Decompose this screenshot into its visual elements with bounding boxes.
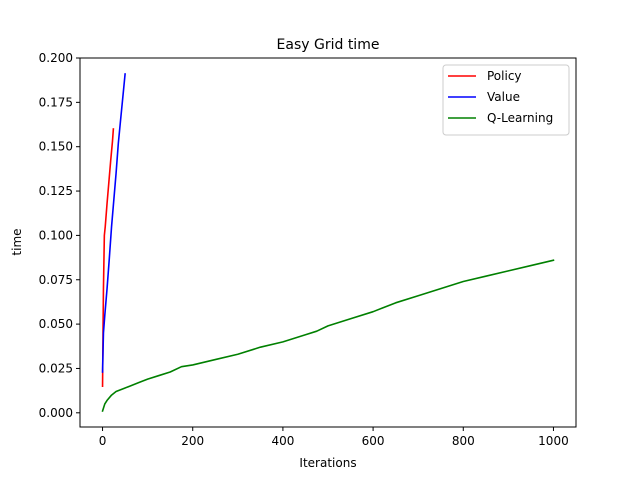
x-tick-label: 400: [271, 434, 294, 448]
y-tick-label: 0.100: [39, 228, 73, 242]
x-tick-label: 200: [181, 434, 204, 448]
y-axis: 0.000 0.025 0.050 0.075 0.100 0.125 0.150 0.175…: [39, 51, 80, 420]
series-line-policy: [101, 128, 115, 388]
legend-label-policy: Policy: [487, 69, 522, 83]
y-tick-label: 0.075: [39, 273, 73, 287]
y-tick-label: 0.175: [39, 95, 73, 109]
x-tick-label: 600: [362, 434, 385, 448]
y-tick-label: 0.200: [39, 51, 73, 65]
series-line-q-learning: [101, 259, 555, 413]
series-layer: [101, 73, 555, 413]
x-tick-label: 0: [99, 434, 107, 448]
y-axis-label: time: [10, 228, 24, 255]
legend-label-value: Value: [487, 90, 520, 104]
series-line-value: [101, 73, 126, 373]
chart-title: Easy Grid time: [277, 37, 380, 53]
legend: Policy Value Q-Learning: [442, 64, 570, 136]
x-tick-label: 1000: [538, 434, 569, 448]
y-tick-label: 0.150: [39, 140, 73, 154]
x-axis: 0 200 400 600 800 1000: [99, 427, 569, 448]
x-tick-label: 800: [452, 434, 475, 448]
y-tick-label: 0.125: [39, 184, 73, 198]
y-tick-label: 0.025: [39, 361, 73, 375]
y-tick-label: 0.050: [39, 317, 73, 331]
y-tick-label: 0.000: [39, 406, 73, 420]
legend-label-q-learning: Q-Learning: [487, 111, 553, 125]
x-axis-label: Iterations: [299, 456, 356, 470]
plot-frame: [79, 57, 577, 428]
